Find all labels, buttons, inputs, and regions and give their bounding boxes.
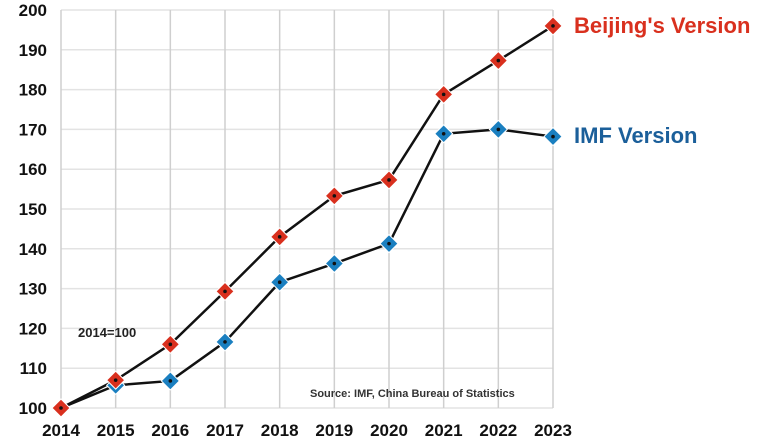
data-point-dot xyxy=(277,235,282,239)
y-tick-label: 140 xyxy=(19,240,47,259)
data-point-dot xyxy=(551,24,555,28)
grid xyxy=(60,9,554,409)
legend-beijing-version: Beijing's Version xyxy=(574,13,750,38)
y-tick-label: 100 xyxy=(19,399,47,418)
series-line-1 xyxy=(60,128,554,410)
series-markers xyxy=(51,16,563,418)
series-line-0 xyxy=(60,24,554,410)
data-point-dot xyxy=(496,127,501,132)
x-tick-label: 2020 xyxy=(370,421,408,440)
y-tick-label: 150 xyxy=(19,200,47,219)
data-point-dot xyxy=(113,378,118,382)
data-point-dot xyxy=(223,340,227,344)
data-point-dot xyxy=(441,131,446,136)
data-point-dot xyxy=(332,194,337,198)
data-point-dot xyxy=(168,342,173,347)
data-point-dot xyxy=(168,379,173,383)
y-tick-label: 170 xyxy=(19,120,47,139)
legend-imf-version: IMF Version xyxy=(574,123,697,148)
data-point-dot xyxy=(496,58,501,63)
x-tick-label: 2017 xyxy=(206,421,244,440)
data-point-dot xyxy=(223,289,227,294)
y-axis-ticks: 100 110 120 130 140 150 160 170 180 190 200 xyxy=(19,1,47,418)
y-tick-label: 130 xyxy=(19,280,47,299)
x-tick-label: 2015 xyxy=(97,421,135,440)
y-tick-label: 160 xyxy=(19,160,47,179)
x-tick-label: 2019 xyxy=(315,421,353,440)
x-axis-ticks: 2014 2015 2016 2017 2018 2019 2020 2021 2022 2023 xyxy=(42,421,572,440)
data-point-dot xyxy=(441,92,446,97)
data-point-dot xyxy=(551,134,555,139)
base-year-note: 2014=100 xyxy=(78,325,136,340)
x-tick-label: 2022 xyxy=(479,421,517,440)
y-tick-label: 190 xyxy=(19,41,47,60)
data-point-dot xyxy=(59,406,63,410)
y-tick-label: 120 xyxy=(19,319,47,338)
x-tick-label: 2023 xyxy=(534,421,572,440)
y-tick-label: 180 xyxy=(19,81,47,100)
data-point-dot xyxy=(277,280,282,285)
series-lines xyxy=(60,24,554,410)
x-tick-label: 2016 xyxy=(151,421,189,440)
data-point-dot xyxy=(387,241,391,246)
x-tick-label: 2021 xyxy=(425,421,463,440)
y-tick-label: 200 xyxy=(19,1,47,20)
y-tick-label: 110 xyxy=(20,359,47,378)
x-tick-label: 2014 xyxy=(42,421,80,440)
source-note: Source: IMF, China Bureau of Statistics xyxy=(310,388,515,400)
x-tick-label: 2018 xyxy=(261,421,299,440)
data-point-dot xyxy=(332,261,337,266)
data-point-dot xyxy=(387,178,391,182)
